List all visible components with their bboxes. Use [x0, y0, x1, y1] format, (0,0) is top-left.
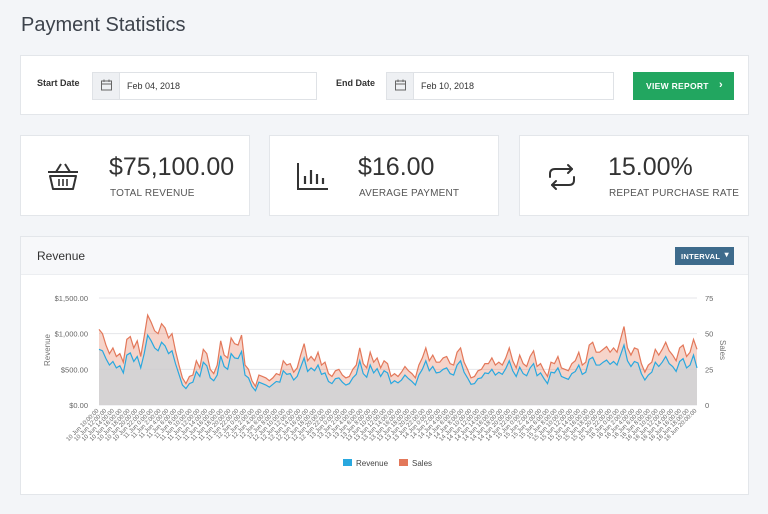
- repeat-purchase-rate-label: REPEAT PURCHASE RATE: [609, 188, 740, 199]
- basket-icon: [45, 160, 81, 194]
- repeat-purchase-rate-value: 15.00%: [608, 153, 693, 181]
- y2-tick-label: 25: [705, 365, 713, 374]
- y2-tick-label: 50: [705, 330, 713, 339]
- bar-chart-icon: [294, 160, 330, 194]
- legend-label: Revenue: [356, 459, 389, 468]
- date-filter-card: Start Date Feb 04, 2018 End Date Feb 10,…: [20, 55, 749, 115]
- end-date-input[interactable]: Feb 10, 2018: [386, 72, 614, 100]
- repeat-icon: [544, 160, 580, 194]
- chevron-right-icon: ›: [719, 79, 723, 91]
- average-payment-label: AVERAGE PAYMENT: [359, 188, 460, 199]
- revenue-card-header: Revenue INTERVAL ▾: [21, 237, 748, 275]
- revenue-chart-card: Revenue INTERVAL ▾ $0.00 $500.00 $1,000.00…: [20, 236, 749, 495]
- view-report-button[interactable]: VIEW REPORT ›: [633, 72, 734, 100]
- average-payment-value: $16.00: [358, 153, 435, 181]
- interval-dropdown[interactable]: INTERVAL ▾: [675, 247, 734, 265]
- page-title: Payment Statistics: [21, 14, 186, 36]
- stat-card-repeat-purchase-rate: 15.00% REPEAT PURCHASE RATE: [519, 135, 749, 216]
- interval-label: INTERVAL: [681, 251, 721, 261]
- total-revenue-label: TOTAL REVENUE: [110, 188, 195, 199]
- end-date-value: Feb 10, 2018: [421, 81, 475, 91]
- total-revenue-value: $75,100.00: [109, 153, 235, 181]
- start-date-label: Start Date: [37, 78, 80, 88]
- chart-legend: Revenue Sales: [343, 459, 432, 468]
- stat-card-average-payment: $16.00 AVERAGE PAYMENT: [269, 135, 499, 216]
- revenue-title: Revenue: [37, 249, 86, 263]
- stat-card-total-revenue: $75,100.00 TOTAL REVENUE: [20, 135, 250, 216]
- y2-axis-label: Sales: [718, 340, 727, 360]
- legend-swatch: [399, 459, 408, 466]
- revenue-area: [99, 335, 697, 405]
- view-report-label: VIEW REPORT: [646, 81, 709, 91]
- y-axis-label: Revenue: [43, 333, 52, 366]
- end-date-label: End Date: [336, 78, 376, 88]
- y-tick-label: $500.00: [61, 365, 88, 374]
- calendar-icon[interactable]: [387, 73, 414, 99]
- y2-tick-label: 0: [705, 401, 709, 410]
- calendar-icon[interactable]: [93, 73, 120, 99]
- y2-tick-label: 75: [705, 294, 713, 303]
- chevron-down-icon: ▾: [724, 250, 729, 259]
- revenue-line: [98, 333, 698, 392]
- y-tick-label: $1,500.00: [55, 294, 88, 303]
- y-tick-label: $1,000.00: [55, 330, 88, 339]
- legend-swatch: [343, 459, 352, 466]
- legend-label: Sales: [412, 459, 432, 468]
- start-date-input[interactable]: Feb 04, 2018: [92, 72, 317, 100]
- start-date-value: Feb 04, 2018: [127, 81, 181, 91]
- y-tick-label: $0.00: [69, 401, 88, 410]
- sales-line: [98, 313, 698, 388]
